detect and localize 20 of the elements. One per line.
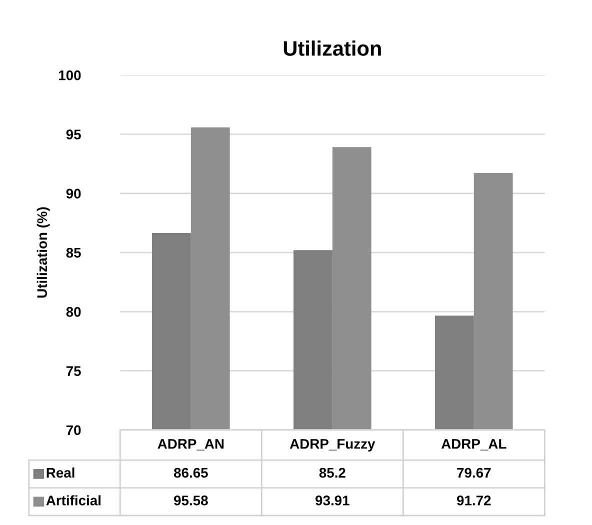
y-tick-label: 80 <box>66 307 81 317</box>
x-tick-label: ADRP_Fuzzy <box>290 439 376 452</box>
data-label: 95.58 <box>174 496 208 506</box>
y-tick-label: 95 <box>66 130 81 140</box>
legend-label: Real <box>46 468 74 478</box>
y-tick-label: 75 <box>66 366 81 376</box>
y-tick-label: 90 <box>66 188 81 199</box>
data-label: 91.72 <box>457 496 491 506</box>
data-label: 86.65 <box>174 468 208 478</box>
chart-title: Utilization <box>284 40 381 56</box>
x-tick-label: ADRP_AL <box>441 439 506 450</box>
y-tick-label: 85 <box>66 248 81 258</box>
y-tick-label: 70 <box>66 425 81 436</box>
legend-label: Artificial <box>46 495 100 506</box>
y-tick-label: 100 <box>58 70 81 80</box>
x-tick-label: ADRP_AN <box>158 439 224 450</box>
y-axis-title: Utilization (%) <box>36 207 50 298</box>
data-label: 93.91 <box>316 496 350 506</box>
data-label: 79.67 <box>457 468 491 478</box>
data-label: 85.2 <box>319 468 346 478</box>
